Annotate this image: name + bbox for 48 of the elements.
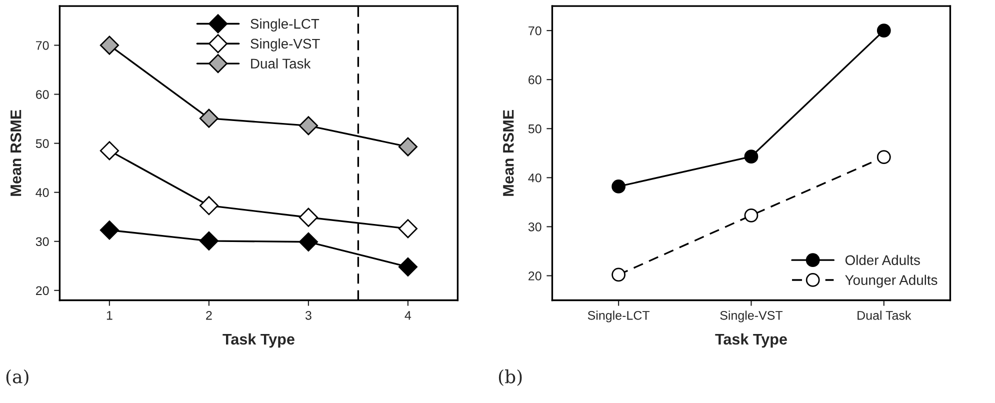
point	[298, 116, 318, 136]
point	[100, 141, 119, 160]
point	[100, 220, 119, 240]
point	[398, 219, 418, 238]
x-tick-label: 2	[206, 310, 212, 320]
x-tick-label: Single-LCT	[588, 310, 650, 322]
legend-label: Older Adults	[845, 254, 920, 266]
y-tick-label: 30	[36, 237, 49, 246]
legend-label: Single-VST	[250, 38, 320, 52]
x-tick-label: Single-VST	[720, 310, 783, 322]
legend-label: Single-LCT	[250, 18, 320, 32]
point	[744, 150, 758, 164]
point	[199, 108, 218, 128]
y-tick-label: 40	[528, 173, 542, 182]
x-tick-label: 3	[305, 310, 312, 320]
y-tick-label: 40	[36, 188, 49, 198]
y-tick-label: 50	[528, 124, 542, 134]
point	[612, 180, 626, 194]
y-tick-label: 70	[36, 41, 49, 50]
x-tick-label: 1	[106, 311, 112, 320]
x-axis-title: Task Type	[222, 333, 294, 348]
point	[298, 208, 318, 227]
point	[199, 231, 218, 250]
point	[199, 196, 218, 216]
y-tick-label: 20	[36, 286, 49, 296]
y-tick-label: 50	[36, 139, 49, 148]
text: (a)	[6, 369, 28, 386]
point	[398, 137, 418, 156]
x-tick-label: 4	[404, 311, 412, 320]
point	[876, 150, 891, 164]
point	[100, 36, 119, 55]
point	[744, 208, 758, 222]
y-axis-title: Mean RSME	[10, 110, 22, 196]
point	[398, 257, 418, 276]
text: (b)	[498, 369, 522, 386]
y-tick-label: 60	[36, 90, 49, 99]
x-tick-label: Dual Task	[858, 310, 912, 320]
y-tick-label: 70	[528, 26, 542, 36]
y-tick-label: 20	[528, 272, 542, 280]
legend-label: Younger Adults	[845, 274, 938, 288]
y-tick-label: 60	[528, 75, 542, 84]
y-tick-label: 30	[528, 222, 542, 232]
legend-label: Dual Task	[251, 58, 311, 69]
x-axis-title: Task Type	[715, 333, 787, 348]
point	[612, 268, 626, 282]
y-axis-title: Mean RSME	[502, 110, 514, 196]
point	[876, 24, 891, 38]
point	[298, 232, 318, 252]
